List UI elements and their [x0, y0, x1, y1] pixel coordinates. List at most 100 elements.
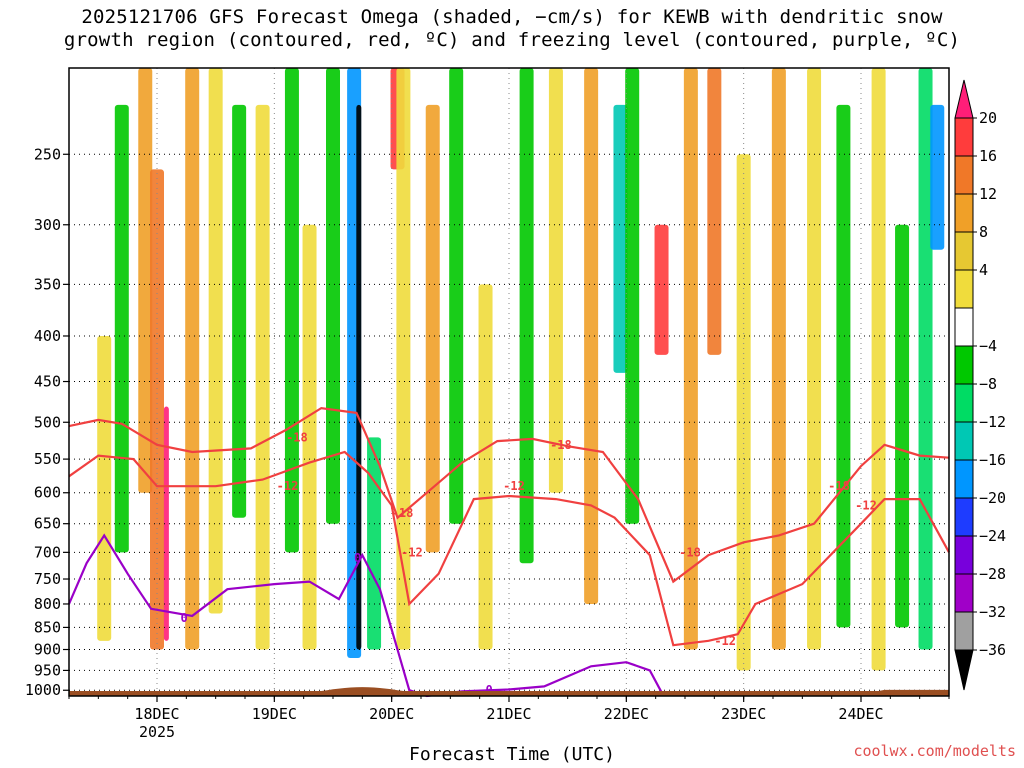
colorbar-swatch	[954, 573, 974, 613]
colorbar-label: −32	[979, 603, 1006, 621]
title-line-2: growth region (contoured, red, ºC) and f…	[63, 29, 961, 51]
credit-text: coolwx.com/modelts	[853, 742, 1016, 760]
omega-column	[548, 68, 563, 493]
y-tick-label: 250	[34, 145, 61, 163]
omega-column	[150, 169, 164, 650]
colorbar-swatch	[954, 193, 974, 233]
terrain	[69, 687, 949, 696]
omega-column	[185, 68, 200, 650]
y-tick-label: 950	[34, 661, 61, 679]
colorbar-label: −24	[979, 527, 1006, 545]
omega-column	[871, 68, 886, 671]
omega-column	[683, 68, 698, 650]
x-tick-label: 18DEC	[134, 705, 179, 723]
omega-column	[356, 104, 362, 650]
colorbar-swatch	[954, 535, 974, 575]
y-tick-label: 500	[34, 413, 61, 431]
y-tick-label: 1000	[25, 681, 61, 699]
x-tick-sublabel: 2025	[139, 723, 175, 741]
contour-label: -12	[855, 498, 877, 512]
colorbar-label: 16	[979, 147, 997, 165]
freezing-level-contour	[67, 533, 663, 698]
y-tick-label: 750	[34, 570, 61, 588]
omega-column	[895, 224, 910, 628]
y-tick-label: 550	[34, 450, 61, 468]
y-tick-label: 600	[34, 484, 61, 502]
y-tick-label: 300	[34, 216, 61, 234]
contour-label: -18	[550, 438, 572, 452]
colorbar-swatch	[954, 117, 974, 157]
colorbar-swatch	[954, 155, 974, 195]
y-tick-label: 700	[34, 543, 61, 561]
omega-column	[163, 406, 169, 641]
colorbar-label: −4	[979, 337, 997, 355]
contour-label: -12	[503, 479, 525, 493]
dgz-contour-minus18	[68, 406, 950, 584]
contour-label: -18	[679, 545, 701, 559]
contours: -18 -18 -18 -18 -18 -12 -12 -12 -12 -12 0 0 0	[67, 406, 950, 698]
contour-label: -18	[828, 479, 850, 493]
colorbar-label: −36	[979, 641, 1006, 659]
colorbar-label: −16	[979, 451, 1006, 469]
omega-column	[584, 68, 599, 604]
y-tick-label: 900	[34, 641, 61, 659]
y-tick-label: 450	[34, 373, 61, 391]
colorbar-top-arrow	[954, 79, 974, 119]
colorbar-label: −20	[979, 489, 1006, 507]
y-tick-label: 850	[34, 618, 61, 636]
colorbar-label: 20	[979, 109, 997, 127]
omega-column	[478, 284, 493, 650]
contour-label: -18	[392, 506, 414, 520]
omega-column	[613, 104, 628, 373]
omega-column	[625, 68, 640, 524]
omega-column	[654, 224, 669, 355]
x-tick-label: 20DEC	[369, 705, 414, 723]
dgz-contour-minus12	[68, 450, 950, 647]
omega-column	[736, 154, 751, 671]
x-tick-label: 23DEC	[721, 705, 766, 723]
omega-column	[771, 68, 786, 650]
y-tick-label: 800	[34, 595, 61, 613]
contour-label: 0	[180, 611, 187, 625]
colorbar: 20 16 12 8 4 −4 −8 −12 −16 −20 −24 −28 −32 −36	[954, 79, 1006, 691]
colorbar-label: −12	[979, 413, 1006, 431]
x-tick-label: 21DEC	[486, 705, 531, 723]
colorbar-swatch	[954, 345, 974, 385]
colorbar-swatch	[954, 497, 974, 537]
colorbar-swatch	[954, 611, 974, 651]
colorbar-bottom-arrow	[954, 649, 974, 691]
omega-column	[114, 104, 129, 553]
omega-column	[836, 104, 851, 628]
contour-label: -12	[714, 634, 736, 648]
colorbar-swatch	[954, 459, 974, 499]
colorbar-label: 12	[979, 185, 997, 203]
contour-label: -12	[277, 479, 299, 493]
colorbar-swatch	[954, 231, 974, 271]
omega-column	[930, 104, 945, 250]
colorbar-swatch	[954, 269, 974, 309]
x-axis-title: Forecast Time (UTC)	[409, 744, 615, 765]
colorbar-label: 4	[979, 261, 988, 279]
x-tick-label: 24DEC	[838, 705, 883, 723]
y-tick-label: 400	[34, 327, 61, 345]
omega-column	[367, 437, 382, 650]
omega-column	[255, 104, 270, 650]
omega-column	[449, 68, 464, 524]
colorbar-label: −8	[979, 375, 997, 393]
omega-column	[97, 335, 112, 641]
x-tick-label: 22DEC	[604, 705, 649, 723]
terrain-fill	[69, 687, 949, 696]
omega-column	[138, 68, 153, 493]
title-line-1: 2025121706 GFS Forecast Omega (shaded, −…	[81, 6, 943, 28]
colorbar-label: −28	[979, 565, 1006, 583]
y-tick-label: 650	[34, 515, 61, 533]
omega-column	[208, 68, 223, 614]
colorbar-swatch	[954, 421, 974, 461]
y-tick-label: 350	[34, 275, 61, 293]
omega-column	[284, 68, 299, 553]
y-axis: 250 300 350 400 450 500 550 600 650 700 750 800 850 9…	[25, 145, 69, 699]
chart-title: 2025121706 GFS Forecast Omega (shaded, −…	[0, 6, 1024, 52]
colorbar-label: 8	[979, 223, 988, 241]
